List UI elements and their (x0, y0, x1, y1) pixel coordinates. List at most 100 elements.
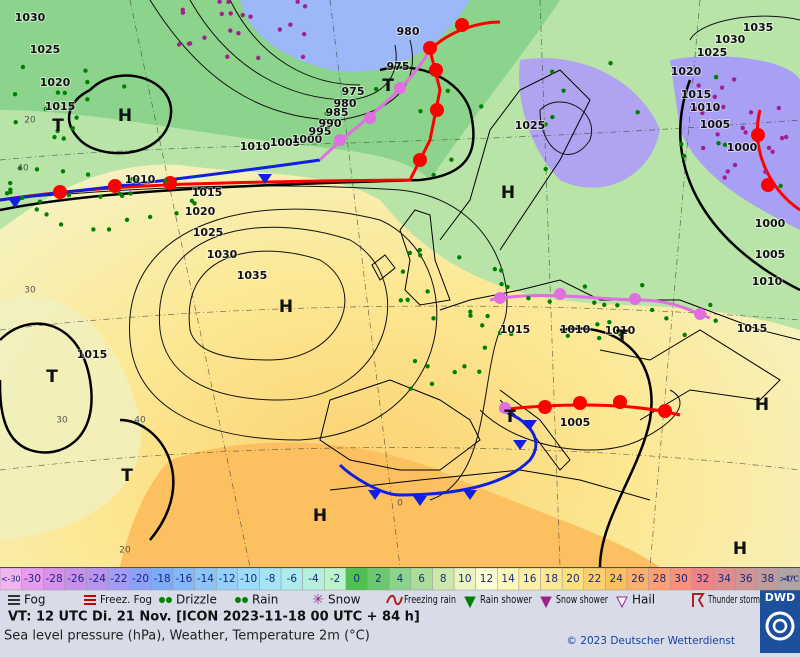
isobar (189, 0, 397, 101)
front-symbol (394, 82, 406, 94)
coastline (371, 254, 396, 281)
weather-symbol (722, 142, 728, 148)
isobar (479, 389, 681, 451)
weather-symbol (692, 106, 698, 111)
logo-swirl (772, 618, 788, 634)
cold-front (338, 408, 538, 497)
front-symbol (334, 134, 346, 146)
scale-label: >40 °C (779, 575, 799, 584)
weather-symbol (288, 22, 293, 27)
weather-symbol (649, 307, 655, 313)
scale-label: 30 (674, 573, 687, 585)
isobar (679, 79, 800, 292)
scale-label: -16 (175, 573, 192, 585)
weather-symbol (408, 386, 413, 391)
legend-label: Thunder storm (707, 594, 760, 606)
pressure-center: T (504, 407, 516, 427)
front-symbol (523, 420, 537, 430)
pressure-label: 1010 (240, 140, 271, 153)
weather-symbol (635, 110, 640, 115)
scale-label: 22 (588, 573, 601, 585)
weather-symbol (449, 157, 454, 162)
graticule (329, 0, 401, 567)
legend-label: Snow shower (556, 594, 609, 606)
front-symbol (455, 18, 469, 32)
legend-label: Rain (252, 593, 278, 607)
weather-symbol (713, 74, 719, 80)
weather-symbol (681, 153, 687, 159)
weather-symbol (607, 319, 612, 325)
weather-symbol (783, 134, 789, 140)
weather-symbol (779, 135, 785, 141)
weather-symbol (608, 60, 613, 66)
weather-symbol (445, 88, 451, 93)
isobar (539, 101, 593, 155)
front-symbol (554, 288, 566, 300)
scale-label: 10 (458, 573, 471, 585)
weather-symbol (85, 79, 90, 85)
weather-symbol (68, 104, 74, 109)
weather-symbol (431, 316, 436, 321)
scale-label: -4 (308, 573, 319, 585)
weather-symbol (696, 83, 701, 88)
weather-symbol (565, 333, 571, 339)
scale-label: 12 (480, 573, 493, 585)
weather-symbol (405, 297, 410, 302)
valid-time: VT: 12 UTC Di. 21 Nov. [ICON 2023-11-18 … (8, 610, 420, 625)
weather-symbol (225, 54, 230, 59)
weather-symbol (418, 108, 423, 114)
pressure-label: 1010 (125, 173, 156, 186)
weather-symbol (98, 194, 103, 199)
weather-symbol (163, 178, 169, 183)
weather-symbol (60, 169, 66, 174)
scale-label: 18 (545, 573, 558, 585)
isobar (229, 0, 361, 86)
weather-symbol (85, 97, 90, 102)
weather-symbol (492, 266, 498, 272)
pressure-label: 980 (397, 25, 420, 38)
weather-symbol (124, 217, 130, 222)
weather-symbol (122, 84, 127, 89)
front-symbol (694, 308, 706, 320)
weather-symbol (477, 369, 482, 374)
front-symbol (368, 490, 382, 500)
legend-label: Fog (24, 593, 45, 607)
weather-symbol (776, 105, 782, 111)
weather-symbol (763, 169, 768, 174)
legend-label: Hail (632, 593, 655, 607)
pressure-label: 995 (309, 125, 332, 138)
weather-symbol (117, 191, 123, 196)
front-symbol (8, 198, 22, 208)
temperature-mark: 0 (397, 499, 403, 509)
weather-symbol (248, 14, 253, 19)
isobar (559, 327, 653, 567)
weather-symbol (618, 332, 623, 337)
weather-symbol (715, 106, 720, 111)
legend-symbol (464, 596, 476, 609)
pressure-label: 1005 (755, 248, 786, 261)
weather-symbol (550, 69, 555, 74)
temperature-mark: 40 (134, 416, 146, 426)
weather-symbol (217, 0, 222, 4)
weather-symbol (417, 247, 422, 253)
scale-label: 4 (397, 573, 404, 585)
pressure-label: 975 (342, 85, 365, 98)
warm-zone (120, 442, 660, 567)
graticule (0, 305, 800, 331)
weather-symbol (240, 12, 245, 18)
weather-symbol (174, 211, 179, 216)
weather-symbol (715, 132, 720, 137)
isobar (158, 226, 388, 401)
front-symbol (53, 185, 67, 199)
coastline (439, 69, 591, 251)
weather-symbol (509, 331, 514, 337)
weather-symbol (708, 302, 713, 308)
weather-symbol (147, 214, 153, 220)
scale-label: -18 (154, 573, 171, 585)
weather-symbol (83, 68, 88, 73)
scale-label: 14 (501, 573, 515, 585)
pressure-label: 1020 (185, 205, 216, 218)
description: Sea level pressure (hPa), Weather, Tempe… (4, 629, 370, 644)
legend-symbol (540, 596, 552, 609)
weather-symbol (425, 364, 430, 369)
